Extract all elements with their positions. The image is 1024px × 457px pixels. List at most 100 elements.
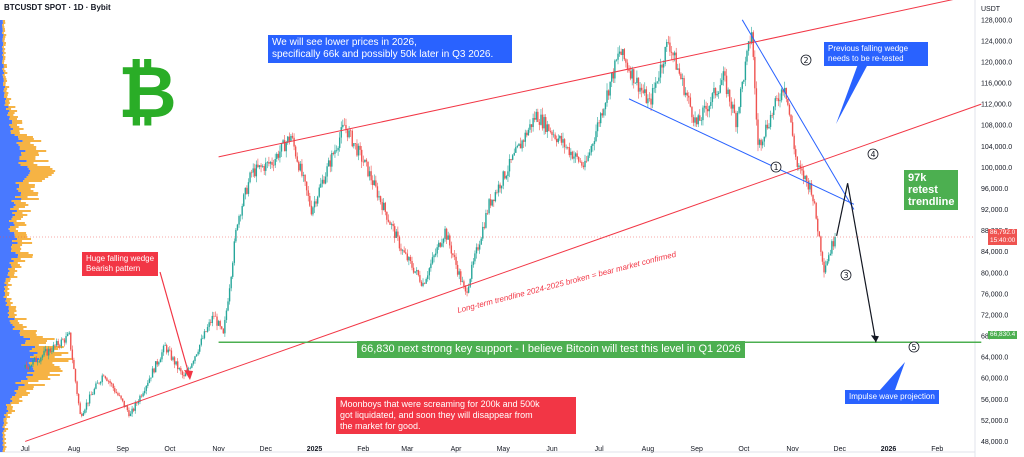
candle-body (139, 395, 141, 402)
volume-profile-bar-blue (0, 428, 5, 430)
candle-body (403, 250, 405, 253)
volume-profile-bar-orange (18, 144, 34, 146)
volume-profile-bar-blue (0, 246, 12, 248)
candle-body (255, 164, 258, 177)
volume-profile-bar-blue (0, 322, 11, 324)
volume-profile-bar-blue (0, 234, 15, 236)
volume-profile-bar-orange (21, 152, 39, 154)
candle-body (592, 144, 594, 146)
volume-profile-bar-blue (0, 118, 10, 120)
x-tick-label: Nov (212, 446, 225, 453)
candle-body (496, 192, 498, 193)
candle-body (29, 366, 31, 369)
volume-profile-bar-blue (0, 286, 5, 288)
candle-body (279, 151, 281, 158)
volume-profile-bar-orange (20, 164, 38, 166)
volume-profile-bar-orange (28, 168, 53, 170)
candle-body (691, 106, 693, 118)
x-tick-label: 2026 (881, 446, 897, 453)
candle-body (409, 257, 412, 262)
candle-body (667, 42, 670, 43)
candle-body (101, 375, 103, 383)
volume-profile-bar-orange (39, 358, 72, 360)
volume-profile-bar-orange (24, 384, 45, 386)
candle-body (387, 219, 390, 222)
candle-body (106, 378, 108, 381)
volume-profile-bar-orange (21, 154, 39, 156)
candle-body (477, 247, 479, 250)
candle-body (551, 131, 553, 135)
volume-profile-bar-blue (0, 134, 15, 136)
volume-profile-bar-orange (12, 400, 23, 402)
volume-profile-bar-blue (0, 370, 35, 372)
volume-profile-bar-orange (10, 398, 20, 400)
candle-body (338, 137, 341, 148)
y-tick-label: 112,000.0 (981, 102, 1012, 109)
volume-profile-bar-orange (6, 404, 12, 406)
candle-body (154, 361, 157, 373)
candle-body (595, 131, 597, 142)
candle-body (640, 87, 643, 91)
volume-profile-bar-blue (0, 448, 4, 450)
candle-body (573, 156, 575, 159)
candle-body (359, 145, 361, 150)
candle-body (634, 82, 637, 84)
candle-body (129, 413, 132, 417)
volume-profile-bar-orange (19, 186, 35, 188)
volume-profile-bar-blue (0, 68, 3, 70)
volume-profile-bar-blue (0, 376, 27, 378)
candle-body (524, 132, 526, 142)
volume-profile-bar-orange (2, 38, 5, 40)
candle-body (348, 130, 350, 138)
y-tick-label: 56,000.0 (981, 397, 1008, 404)
volume-profile-bar-orange (2, 74, 5, 76)
candle-body (587, 155, 589, 161)
volume-profile-bar-orange (2, 24, 4, 26)
y-tick-label: 100,000.0 (981, 165, 1012, 172)
volume-profile-bar-blue (0, 42, 4, 44)
volume-profile-bar-blue (0, 150, 26, 152)
wave-label-circle-5 (908, 341, 920, 353)
candle-body (46, 349, 48, 356)
candle-body (538, 121, 541, 125)
candle-body (464, 285, 467, 292)
volume-profile-bar-blue (0, 160, 27, 162)
volume-profile-bar-blue (0, 50, 3, 52)
volume-profile-bar-blue (0, 174, 29, 176)
volume-profile-bar-blue (0, 250, 12, 252)
candle-body (762, 141, 764, 146)
volume-profile-bar-blue (0, 216, 13, 218)
candle-body (439, 242, 442, 247)
volume-profile-bar-orange (8, 112, 15, 114)
candle-body (156, 361, 158, 365)
volume-profile-bar-orange (9, 118, 17, 120)
volume-profile-bar-blue (0, 386, 19, 388)
candle-body (93, 388, 96, 395)
candle-body (428, 268, 431, 276)
volume-profile-bar-blue (0, 168, 29, 170)
wave-label-circle-2 (800, 54, 812, 66)
candle-body (390, 223, 393, 225)
volume-profile-bar-orange (11, 258, 21, 260)
volume-profile-bar-blue (0, 214, 16, 216)
volume-profile-bar-orange (4, 414, 8, 416)
candle-body (389, 221, 391, 225)
candle-body (513, 152, 515, 156)
candle-body (353, 143, 355, 147)
volume-profile-bar-orange (9, 116, 18, 118)
candle-body (376, 186, 379, 198)
wave-label-2: 2 (803, 56, 808, 65)
candle-body (596, 122, 599, 132)
volume-profile-bar-orange (24, 178, 45, 180)
candle-body (497, 184, 500, 193)
candle-body (815, 202, 817, 219)
candle-body (559, 135, 561, 139)
candle-body (84, 409, 86, 414)
volume-profile-bar-orange (2, 56, 6, 58)
candle-body (360, 149, 363, 162)
volume-profile-bar-blue (0, 290, 5, 292)
candle-body (167, 349, 169, 353)
candle-body (482, 226, 484, 239)
